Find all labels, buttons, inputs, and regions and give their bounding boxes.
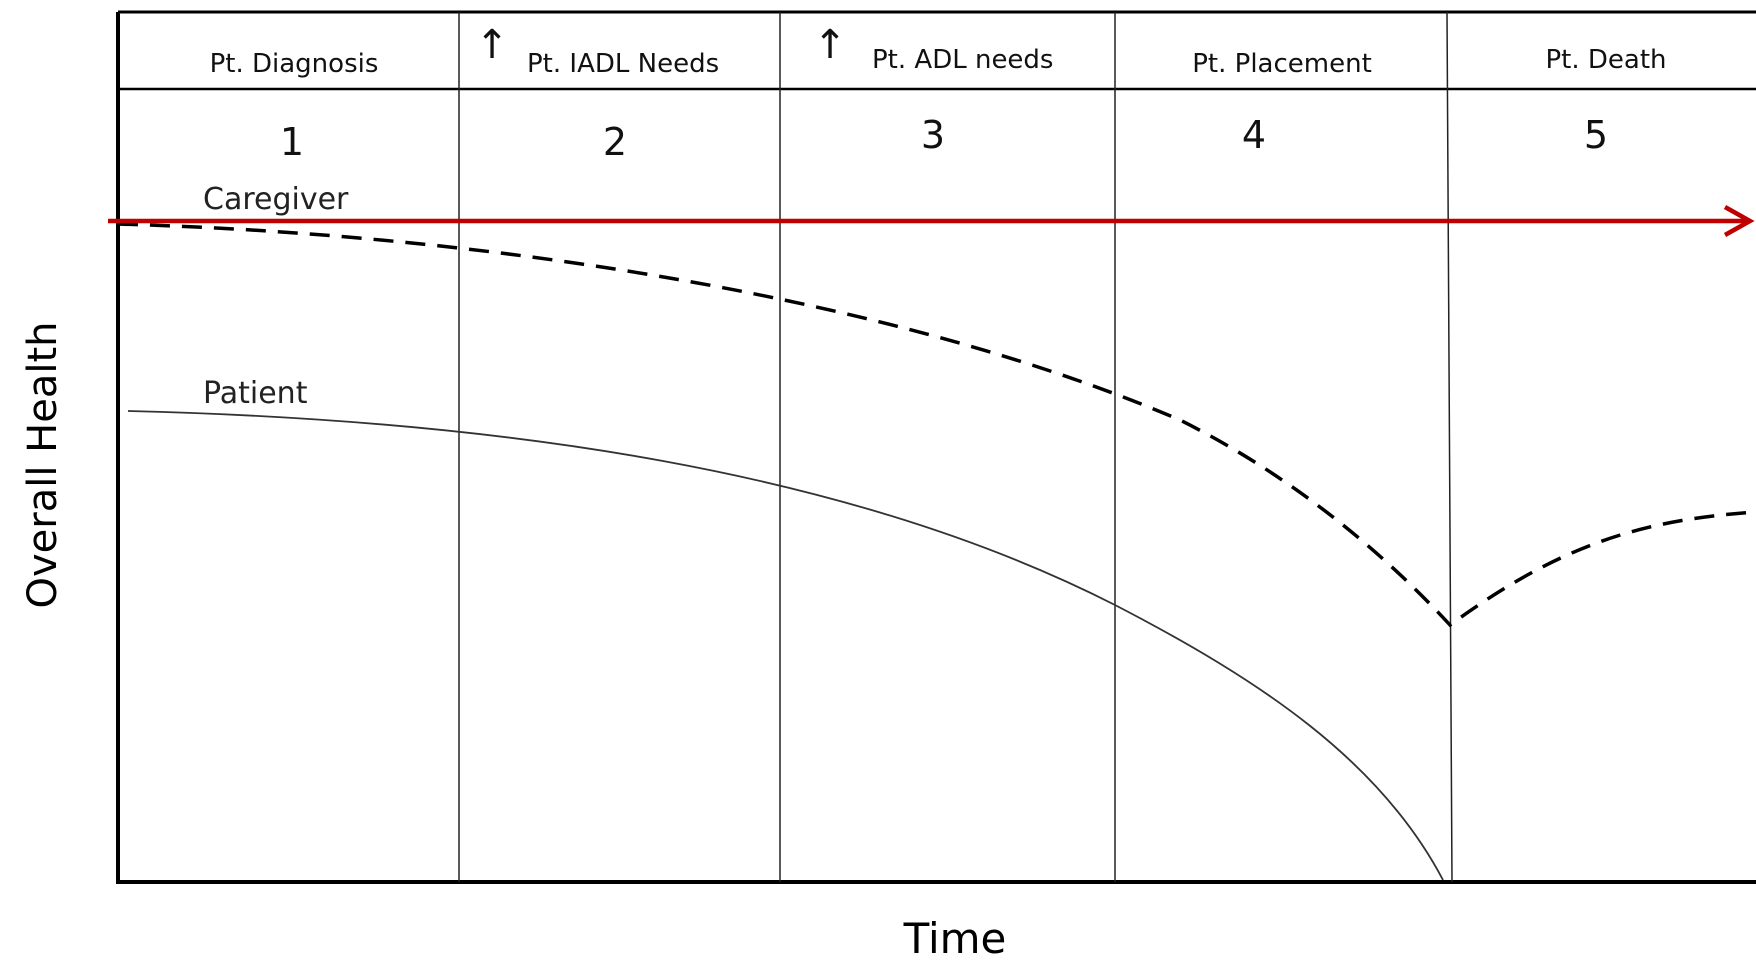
patient-health-curve <box>127 410 1444 881</box>
stage-numbers: 1 2 3 4 5 <box>280 113 1608 164</box>
stage-divider-4 <box>1446 11 1453 883</box>
stage-header-1: Pt. Diagnosis <box>210 49 379 79</box>
up-arrow-icon: ↑ <box>475 22 509 68</box>
reference-arrow <box>108 205 1755 237</box>
stage-header-2: Pt. IADL Needs <box>527 49 719 79</box>
stage-number-5: 5 <box>1584 113 1608 157</box>
x-axis-label: Time <box>903 914 1007 963</box>
stage-header-5: Pt. Death <box>1545 45 1666 75</box>
patient-curve-label: Patient <box>203 376 308 411</box>
stage-header-4: Pt. Placement <box>1192 49 1372 79</box>
caregiver-health-curve <box>117 222 1756 628</box>
up-arrow-icon: ↑ <box>813 22 847 68</box>
arrowhead-icon <box>1723 205 1755 237</box>
frame <box>116 10 1756 884</box>
stage-number-1: 1 <box>280 120 304 164</box>
stage-number-2: 2 <box>603 120 627 164</box>
stage-headers: Pt. Diagnosis ↑ Pt. IADL Needs ↑ Pt. ADL… <box>210 22 1667 79</box>
stage-number-4: 4 <box>1242 113 1266 157</box>
stage-dividers <box>458 11 1453 883</box>
stage-header-3: Pt. ADL needs <box>872 45 1053 75</box>
stage-number-3: 3 <box>921 113 945 157</box>
y-axis-label: Overall Health <box>20 321 66 608</box>
caregiver-curve-label: Caregiver <box>203 182 349 217</box>
